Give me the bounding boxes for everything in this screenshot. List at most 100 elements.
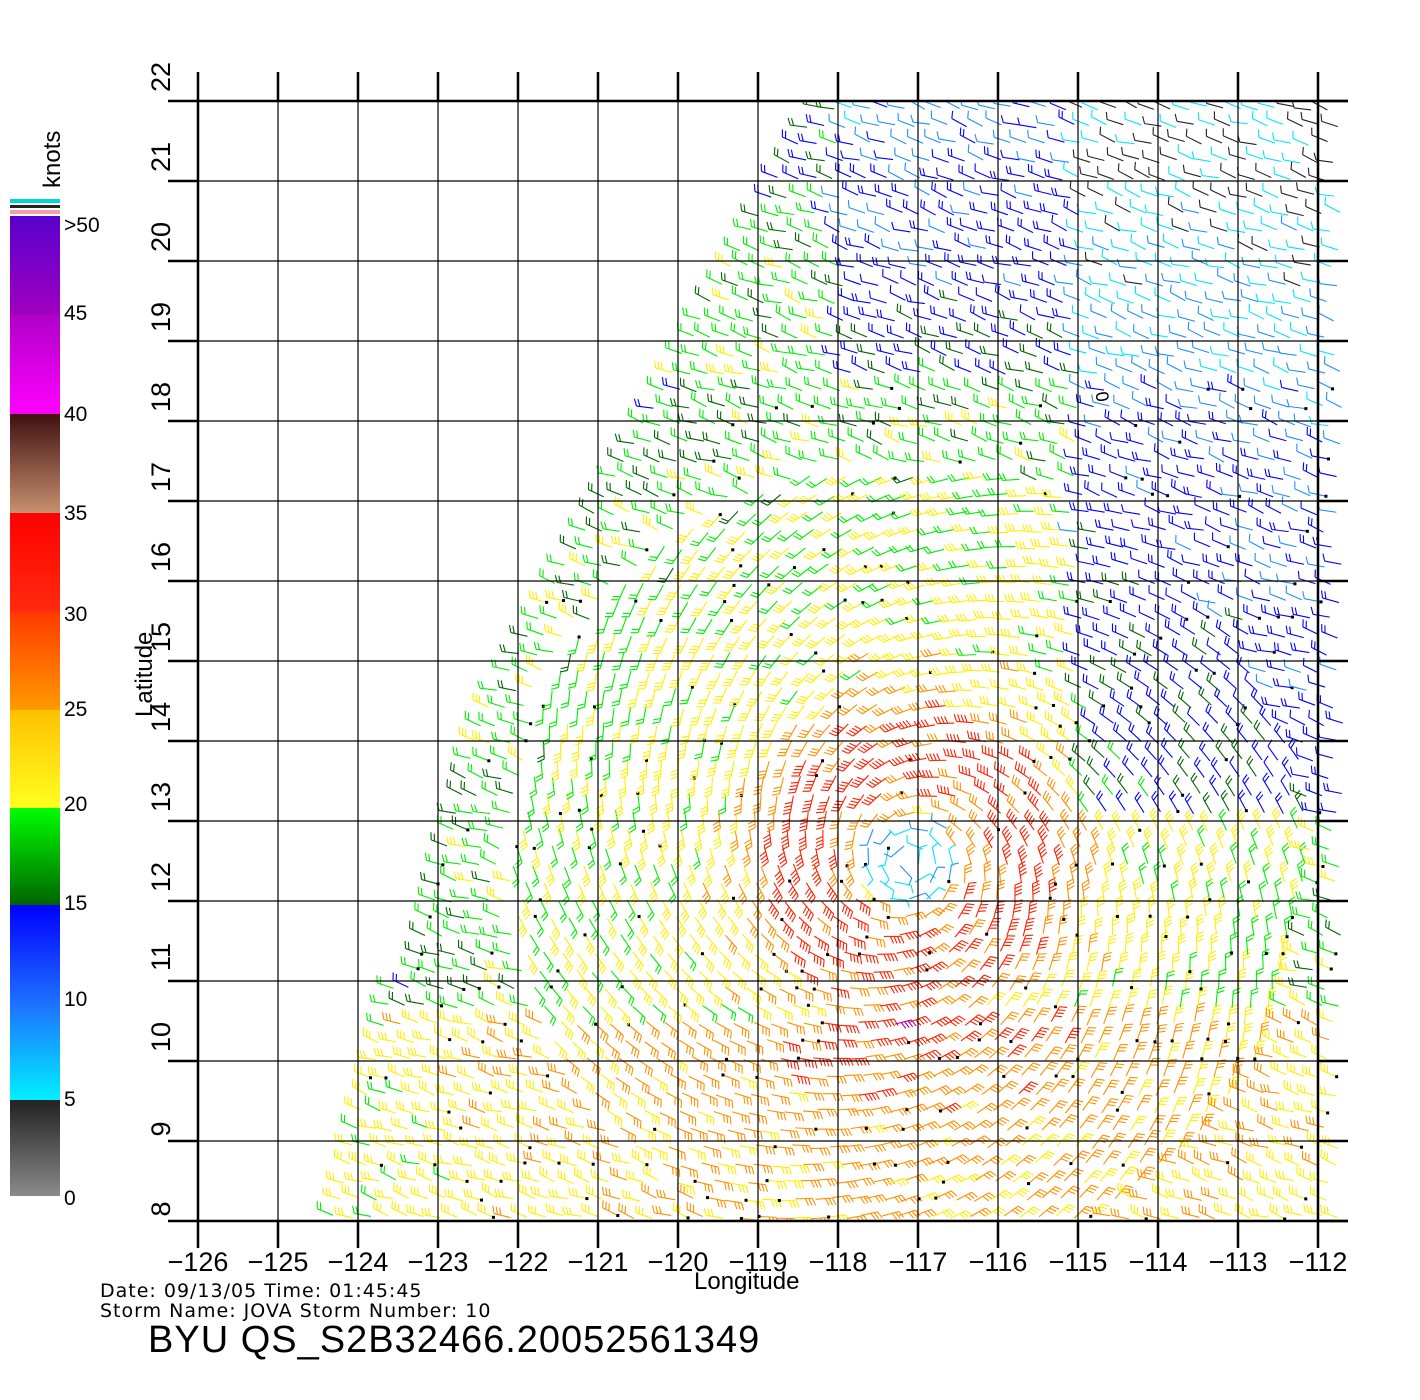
wind-barb: [1008, 677, 1027, 690]
wind-barb: [884, 427, 901, 444]
wind-barb: [933, 426, 951, 442]
wind-barb: [861, 1211, 883, 1220]
wind-barb: [695, 481, 713, 495]
wind-barb: [1317, 276, 1338, 287]
wind-barb: [759, 235, 778, 249]
wind-barb: [779, 1199, 800, 1209]
wind-barb: [1070, 1150, 1090, 1164]
wind-barb: [851, 293, 871, 304]
wind-barb: [774, 865, 785, 887]
wind-barb: [861, 847, 870, 869]
wind-barb: [1048, 952, 1063, 971]
wind-barb: [1255, 967, 1264, 989]
wind-barb: [1107, 180, 1123, 197]
wind-barb: [873, 375, 892, 389]
wind-barb: [467, 1026, 484, 1043]
wind-barb: [605, 1042, 621, 1061]
wind-barb: [863, 397, 883, 409]
wind-barb: [715, 343, 734, 357]
wind-barb: [666, 469, 686, 480]
wind-barb: [1036, 740, 1052, 758]
wind-barb: [1085, 501, 1105, 513]
wind-barb: [581, 865, 591, 888]
wind-barb: [1056, 657, 1074, 672]
wind-barb: [1322, 430, 1341, 445]
rain-flag: [1058, 724, 1062, 728]
wind-barb: [629, 652, 643, 671]
wind-barb: [588, 829, 597, 851]
wind-barb: [1290, 1119, 1309, 1132]
wind-barb: [699, 408, 716, 425]
rain-flag: [812, 987, 816, 991]
rain-flag: [532, 846, 536, 850]
wind-barb: [618, 777, 627, 799]
wind-barb: [663, 688, 677, 707]
wind-barb: [535, 827, 544, 850]
wind-barb: [1154, 186, 1175, 198]
wind-barb: [950, 1210, 973, 1220]
rain-flag: [1206, 615, 1210, 619]
wind-barb: [627, 407, 644, 424]
wind-barb: [1248, 843, 1257, 866]
wind-barb: [535, 760, 544, 782]
wind-barb: [857, 742, 879, 754]
wind-barb: [1025, 677, 1044, 691]
wind-barb: [1134, 670, 1149, 688]
wind-barb: [999, 660, 1019, 672]
wind-barb: [998, 309, 1018, 321]
wind-barb: [1160, 688, 1175, 708]
wind-barb: [817, 415, 837, 426]
wind-barb: [588, 741, 597, 762]
wind-barb: [1083, 774, 1095, 796]
wind-barb: [783, 412, 801, 427]
wind-barb: [1265, 912, 1274, 934]
wind-barb: [623, 448, 642, 462]
wind-barb: [1046, 321, 1063, 339]
wind-barb: [554, 575, 575, 586]
wind-barb: [1182, 1040, 1195, 1059]
wind-barb: [973, 393, 990, 409]
wind-barb: [877, 953, 899, 962]
wind-barb: [775, 304, 792, 321]
wind-barb: [897, 241, 918, 252]
wind-barb: [416, 1165, 433, 1182]
wind-barb: [1117, 448, 1136, 462]
rain-flag: [1238, 494, 1242, 498]
wind-barb: [522, 1025, 540, 1040]
rain-flag: [1305, 529, 1309, 533]
rain-flag: [788, 879, 792, 883]
wind-barb: [959, 127, 976, 144]
wind-barb: [646, 725, 658, 746]
wind-barb: [418, 1150, 436, 1166]
wind-barb: [1247, 275, 1267, 286]
wind-barb: [410, 1185, 429, 1200]
wind-barb: [1091, 738, 1105, 759]
wind-barb: [483, 971, 500, 988]
wind-barb: [899, 865, 913, 886]
wind-barb: [1312, 887, 1331, 901]
wind-barb: [680, 343, 699, 357]
wind-barb: [759, 866, 768, 889]
wind-barb: [572, 1042, 587, 1062]
wind-barb: [1294, 1028, 1312, 1043]
wind-barb: [1048, 1099, 1068, 1114]
wind-barb: [445, 906, 465, 919]
rain-flag: [929, 670, 933, 674]
wind-barb: [965, 339, 982, 355]
rain-flag: [1164, 935, 1168, 939]
rain-flag: [579, 599, 583, 603]
rain-flag: [938, 1109, 942, 1113]
wind-barb: [1218, 1119, 1237, 1132]
wind-barb: [827, 954, 844, 969]
date-time-line: Date: 09/13/05 Time: 01:45:45: [100, 1280, 423, 1302]
wind-barb: [841, 880, 853, 902]
wind-barb: [1242, 1022, 1253, 1042]
wind-barb: [1267, 272, 1286, 285]
wind-barb: [647, 584, 664, 601]
wind-barb: [835, 446, 853, 463]
wind-barb: [789, 431, 810, 442]
wind-barb: [832, 915, 849, 934]
wind-barb: [376, 975, 394, 989]
wind-barb: [706, 847, 716, 870]
wind-barb: [779, 652, 799, 666]
